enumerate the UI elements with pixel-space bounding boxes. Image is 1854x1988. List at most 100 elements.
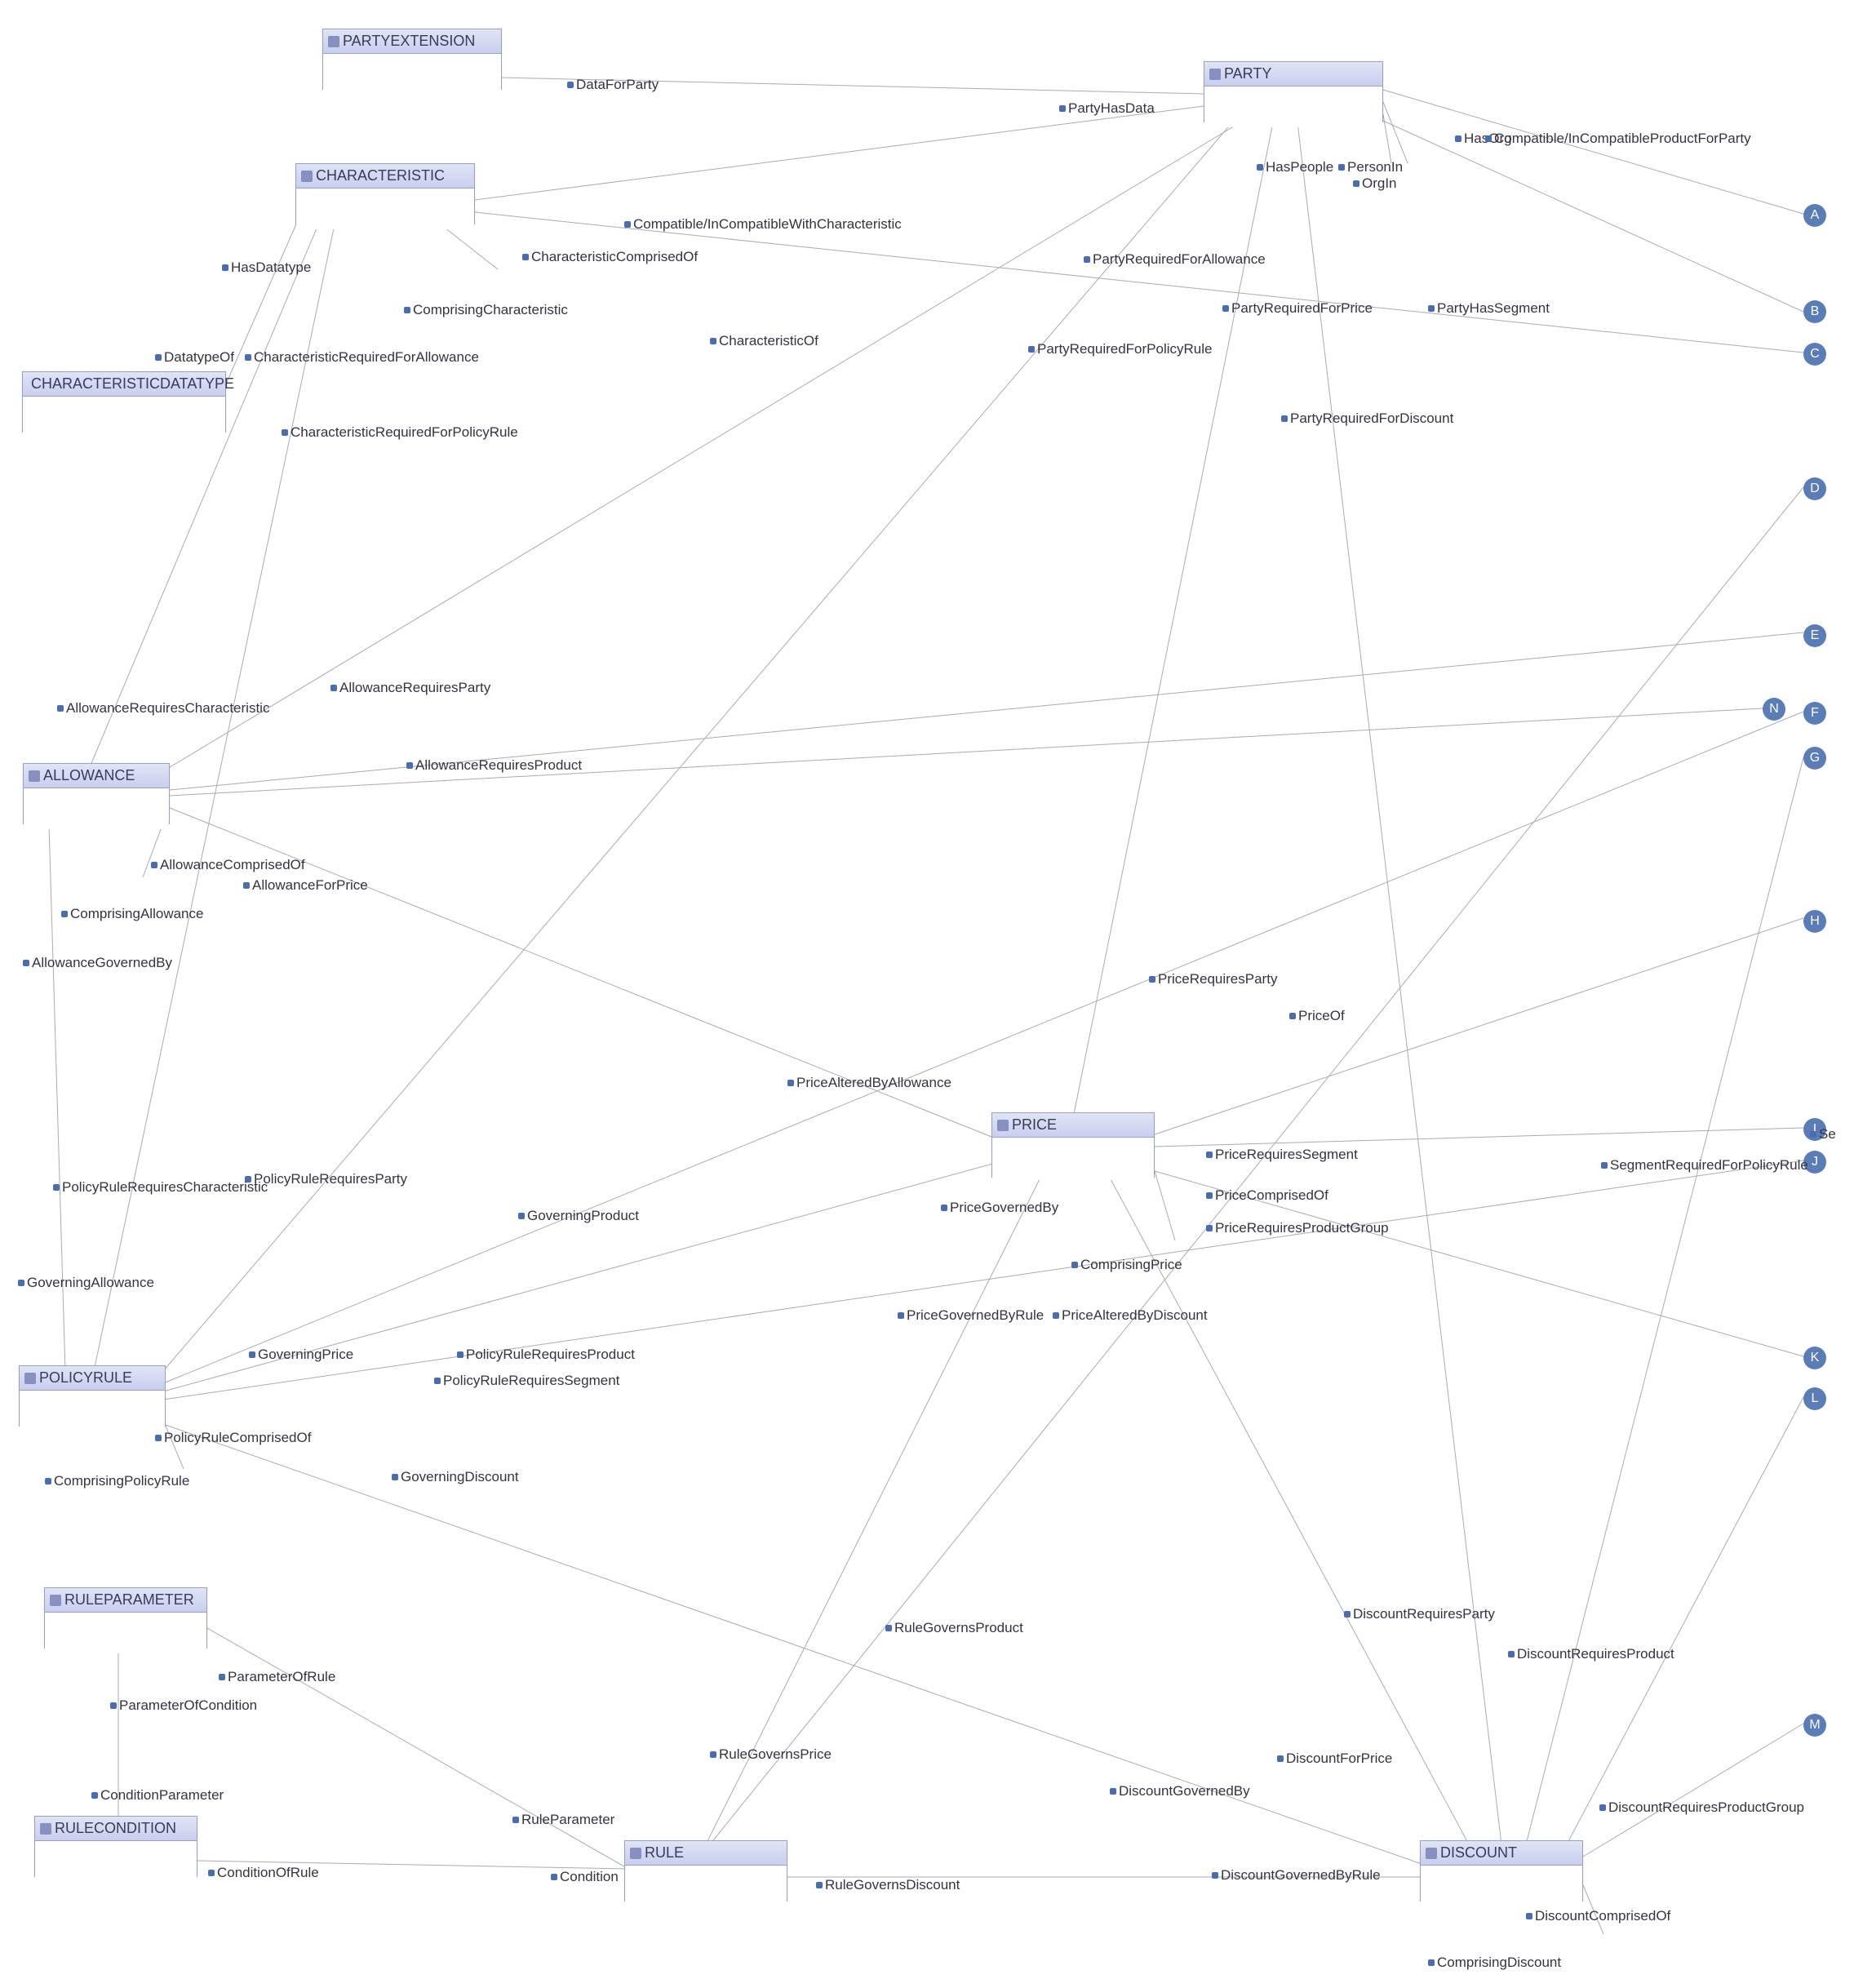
entity-title: DISCOUNT bbox=[1440, 1844, 1517, 1862]
edge-label-text: AllowanceRequiresProduct bbox=[415, 757, 582, 774]
edge-label-text: HasPeople bbox=[1266, 159, 1333, 175]
edge-label-text: ComprisingPolicyRule bbox=[54, 1473, 189, 1489]
entity-title: RULEPARAMETER bbox=[64, 1591, 194, 1609]
anchor-e[interactable]: E bbox=[1803, 624, 1826, 647]
edge bbox=[1155, 1171, 1175, 1240]
edge bbox=[163, 1160, 1803, 1400]
entity-header: POLICYRULE bbox=[20, 1366, 165, 1391]
entity-body bbox=[323, 54, 501, 95]
edge-label-text: AllowanceRequiresParty bbox=[339, 680, 490, 696]
edge-label-text: DatatypeOf bbox=[164, 349, 234, 366]
edge-label: PartyHasData bbox=[1059, 100, 1155, 117]
edge bbox=[1073, 122, 1273, 1118]
link-icon bbox=[1149, 976, 1155, 983]
edge-label: ParameterOfRule bbox=[219, 1669, 335, 1685]
edge-label-text: AllowanceGovernedBy bbox=[32, 955, 172, 971]
entity-policyrule[interactable]: POLICYRULE bbox=[19, 1365, 166, 1427]
edge-label: PolicyRuleRequiresParty bbox=[245, 1171, 407, 1187]
link-icon bbox=[816, 1882, 823, 1888]
edge-label-text: Condition bbox=[560, 1869, 619, 1885]
edge-label: Compatible/InCompatibleWithCharacteristi… bbox=[624, 216, 902, 233]
edge-label-text: PriceRequiresSegment bbox=[1215, 1147, 1358, 1163]
link-icon bbox=[282, 429, 288, 436]
edge bbox=[207, 1628, 628, 1869]
link-icon bbox=[885, 1625, 892, 1631]
anchor-h[interactable]: H bbox=[1803, 910, 1826, 933]
entity-characteristic[interactable]: CHARACTERISTIC bbox=[295, 163, 475, 224]
table-icon bbox=[328, 36, 339, 47]
link-icon bbox=[392, 1474, 398, 1480]
anchor-c[interactable]: C bbox=[1803, 343, 1826, 366]
anchor-a[interactable]: A bbox=[1803, 204, 1826, 227]
edge-label: PriceRequiresProductGroup bbox=[1206, 1220, 1389, 1236]
edge-label-text: PolicyRuleRequiresParty bbox=[254, 1171, 407, 1187]
entity-title: PARTY bbox=[1224, 65, 1271, 82]
edge-label: GoverningProduct bbox=[518, 1208, 639, 1224]
anchor-l[interactable]: L bbox=[1803, 1387, 1826, 1410]
entity-header: DISCOUNT bbox=[1421, 1841, 1582, 1866]
link-icon bbox=[1601, 1162, 1608, 1169]
edge-label: PriceOf bbox=[1289, 1008, 1345, 1024]
link-icon bbox=[91, 1792, 98, 1799]
entity-title: POLICYRULE bbox=[39, 1369, 132, 1387]
edge-label-text: ParameterOfCondition bbox=[119, 1697, 257, 1714]
edge-label-text: PartyRequiredForPrice bbox=[1231, 300, 1373, 317]
entity-ruleparameter[interactable]: RULEPARAMETER bbox=[44, 1587, 207, 1649]
anchor-f[interactable]: F bbox=[1803, 702, 1826, 725]
entity-price[interactable]: PRICE bbox=[991, 1112, 1155, 1178]
edge-label-text: PartyRequiredForPolicyRule bbox=[1037, 341, 1212, 357]
edge bbox=[1567, 1397, 1803, 1844]
edge bbox=[441, 224, 498, 269]
edge-label-text: PartyRequiredForAllowance bbox=[1093, 251, 1266, 268]
anchor-k[interactable]: K bbox=[1803, 1347, 1826, 1369]
edge-label-text: ComprisingAllowance bbox=[70, 906, 203, 922]
edge-label-text: PersonIn bbox=[1347, 159, 1403, 175]
edge-label-text: ComprisingCharacteristic bbox=[413, 302, 568, 318]
edge-label: PriceAlteredByDiscount bbox=[1053, 1307, 1208, 1324]
edge-label: SegmentRequiredForPolicyRule bbox=[1601, 1157, 1808, 1174]
link-icon bbox=[404, 307, 410, 313]
edge-label: PartyRequiredForAllowance bbox=[1084, 251, 1266, 268]
entity-rule[interactable]: RULE bbox=[624, 1840, 787, 1901]
edge-label-text: Compatible/InCompatibleWithCharacteristi… bbox=[633, 216, 902, 233]
entity-party[interactable]: PARTY bbox=[1204, 61, 1383, 122]
entity-allowance[interactable]: ALLOWANCE bbox=[23, 763, 170, 824]
link-icon bbox=[245, 354, 251, 361]
link-icon bbox=[710, 1751, 716, 1758]
anchor-g[interactable]: G bbox=[1803, 747, 1826, 770]
edge-label-text: PolicyRuleRequiresSegment bbox=[443, 1373, 619, 1389]
link-icon bbox=[1084, 256, 1090, 263]
edge-label-text: GoverningPrice bbox=[258, 1347, 353, 1363]
entity-characteristicdatatype[interactable]: CHARACTERISTICDATATYPE bbox=[22, 371, 226, 433]
edge bbox=[90, 224, 318, 767]
entity-partyextension[interactable]: PARTYEXTENSION bbox=[322, 29, 502, 90]
edge bbox=[706, 1178, 1040, 1844]
table-icon bbox=[301, 171, 313, 182]
entity-discount[interactable]: DISCOUNT bbox=[1420, 1840, 1583, 1901]
edge-label-text: ComprisingPrice bbox=[1080, 1257, 1182, 1273]
anchor-n[interactable]: N bbox=[1763, 698, 1785, 721]
anchor-b[interactable]: B bbox=[1803, 300, 1826, 323]
link-icon bbox=[710, 338, 716, 344]
edge-label: Se bbox=[1810, 1126, 1836, 1143]
edge-label-text: CharacteristicComprisedOf bbox=[531, 249, 698, 265]
edge-label: PriceGovernedBy bbox=[941, 1200, 1058, 1216]
edge-label-text: DiscountGovernedBy bbox=[1119, 1783, 1250, 1799]
table-icon bbox=[1209, 69, 1221, 80]
anchor-d[interactable]: D bbox=[1803, 477, 1826, 500]
edge-label-text: AllowanceForPrice bbox=[252, 877, 368, 894]
edge-label: ConditionOfRule bbox=[208, 1865, 319, 1881]
edge-label: AllowanceComprisedOf bbox=[151, 857, 305, 873]
entity-header: RULECONDITION bbox=[35, 1817, 197, 1841]
entity-body bbox=[23, 397, 225, 437]
entity-rulecondition[interactable]: RULECONDITION bbox=[34, 1816, 197, 1877]
anchor-m[interactable]: M bbox=[1803, 1714, 1826, 1737]
link-icon bbox=[1028, 346, 1035, 353]
link-icon bbox=[53, 1184, 60, 1191]
edge-label-text: PriceComprisedOf bbox=[1215, 1187, 1328, 1204]
edge-label-text: PriceRequiresParty bbox=[1158, 971, 1277, 987]
entity-header: CHARACTERISTICDATATYPE bbox=[23, 372, 225, 397]
edge-label: ComprisingCharacteristic bbox=[404, 302, 568, 318]
edge-label: RuleGovernsDiscount bbox=[816, 1877, 960, 1893]
edge-label: DatatypeOf bbox=[155, 349, 234, 366]
